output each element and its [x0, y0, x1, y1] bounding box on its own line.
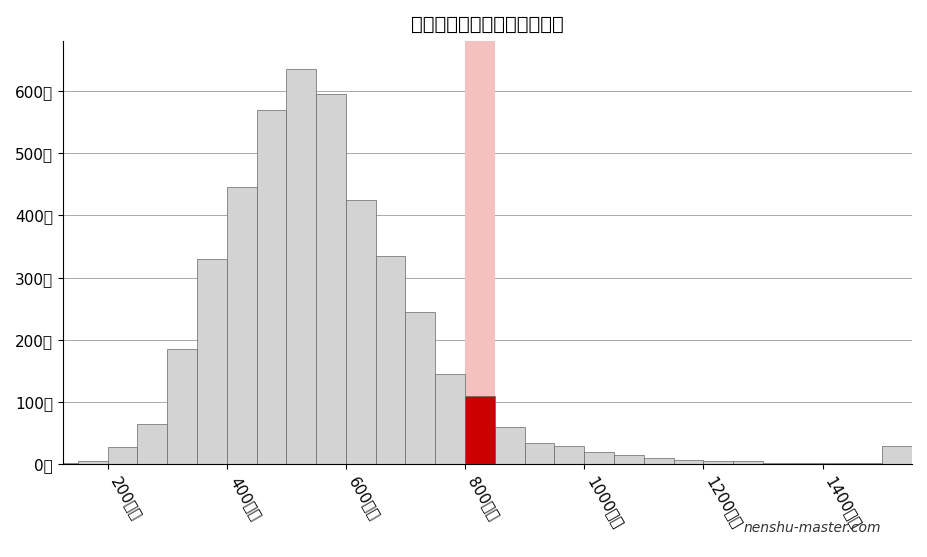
Bar: [644, 458, 674, 465]
Bar: [614, 455, 644, 465]
Bar: [108, 447, 137, 465]
Bar: [822, 463, 853, 465]
Bar: [257, 110, 286, 465]
Bar: [227, 187, 257, 465]
Bar: [436, 374, 465, 465]
Bar: [554, 446, 584, 465]
Bar: [137, 424, 167, 465]
Bar: [78, 461, 108, 465]
Bar: [375, 256, 405, 465]
Bar: [48, 463, 78, 465]
Title: 島津製作所の年収ポジション: 島津製作所の年収ポジション: [411, 15, 564, 34]
Text: nenshu-master.com: nenshu-master.com: [743, 521, 881, 535]
Bar: [495, 427, 525, 465]
Bar: [286, 69, 316, 465]
Bar: [733, 461, 763, 465]
Bar: [405, 312, 436, 465]
Bar: [883, 446, 912, 465]
Bar: [465, 41, 495, 465]
Bar: [525, 443, 554, 465]
Bar: [316, 94, 346, 465]
Bar: [763, 463, 793, 465]
Bar: [167, 349, 197, 465]
Bar: [584, 452, 614, 465]
Bar: [197, 259, 227, 465]
Bar: [465, 396, 495, 465]
Bar: [346, 200, 375, 465]
Bar: [704, 461, 733, 465]
Bar: [853, 463, 883, 465]
Bar: [793, 463, 822, 465]
Bar: [674, 460, 704, 465]
